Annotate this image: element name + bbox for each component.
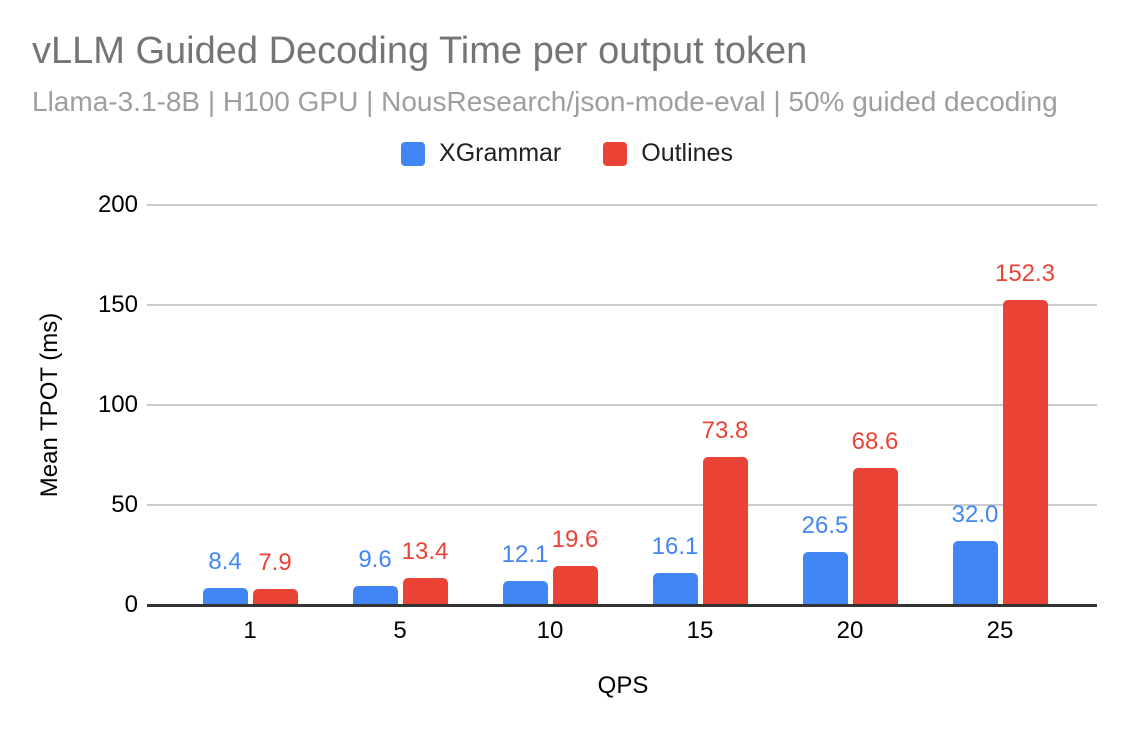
x-tick-label: 10 <box>536 617 564 644</box>
value-label-outlines-qps-10: 19.6 <box>551 525 599 553</box>
value-label-xgrammar-qps-1: 8.4 <box>208 548 242 576</box>
y-tick-label: 50 <box>111 491 138 518</box>
bar-outlines-qps-25 <box>1002 300 1048 605</box>
legend-swatch-outlines <box>603 141 628 166</box>
x-tick-label: 5 <box>393 617 407 644</box>
value-label-xgrammar-qps-10: 12.1 <box>501 540 549 568</box>
bar-xgrammar-qps-20 <box>802 552 848 605</box>
chart-subtitle: Llama-3.1-8B | H100 GPU | NousResearch/j… <box>32 86 1058 117</box>
value-label-outlines-qps-5: 13.4 <box>401 538 449 566</box>
x-tick-label: 20 <box>836 617 864 644</box>
bar-outlines-qps-5 <box>402 578 448 605</box>
x-axis-title: QPS <box>597 672 649 699</box>
gridline-y-50 <box>147 504 1097 506</box>
legend-label: Outlines <box>641 139 733 167</box>
x-tick-label: 1 <box>243 617 257 644</box>
value-label-xgrammar-qps-25: 32.0 <box>951 501 999 528</box>
bar-xgrammar-qps-25 <box>952 541 998 605</box>
y-tick-label: 150 <box>97 291 138 318</box>
x-tick-label: 15 <box>686 617 714 644</box>
legend-label: XGrammar <box>439 139 562 167</box>
bar-xgrammar-qps-5 <box>352 585 398 605</box>
legend: XGrammar Outlines <box>0 139 1134 168</box>
y-tick-label: 200 <box>97 191 138 218</box>
value-label-outlines-qps-25: 152.3 <box>994 260 1056 288</box>
x-axis-line <box>147 604 1097 607</box>
y-tick-label: 100 <box>97 391 138 418</box>
bar-xgrammar-qps-1 <box>202 588 248 605</box>
gridline-y-200 <box>147 204 1097 206</box>
x-tick-label: 25 <box>986 617 1014 644</box>
gridline-y-150 <box>147 304 1097 306</box>
value-label-xgrammar-qps-5: 9.6 <box>358 545 392 573</box>
bar-xgrammar-qps-10 <box>502 580 548 605</box>
value-label-xgrammar-qps-20: 26.5 <box>801 512 849 539</box>
y-tick-label: 0 <box>124 591 138 618</box>
value-label-outlines-qps-15: 73.8 <box>701 417 749 445</box>
bar-outlines-qps-20 <box>852 467 898 605</box>
value-label-outlines-qps-20: 68.6 <box>851 427 899 455</box>
bar-outlines-qps-15 <box>702 457 748 605</box>
legend-item-outlines: Outlines <box>603 139 733 168</box>
value-label-outlines-qps-1: 7.9 <box>258 549 292 577</box>
bar-outlines-qps-10 <box>552 565 598 605</box>
legend-item-xgrammar: XGrammar <box>401 139 561 168</box>
bar-outlines-qps-1 <box>252 589 298 605</box>
value-label-xgrammar-qps-15: 16.1 <box>651 532 699 560</box>
gridline-y-100 <box>147 404 1097 406</box>
chart-title: vLLM Guided Decoding Time per output tok… <box>32 30 808 72</box>
bar-xgrammar-qps-15 <box>652 572 698 605</box>
legend-swatch-xgrammar <box>401 141 426 166</box>
